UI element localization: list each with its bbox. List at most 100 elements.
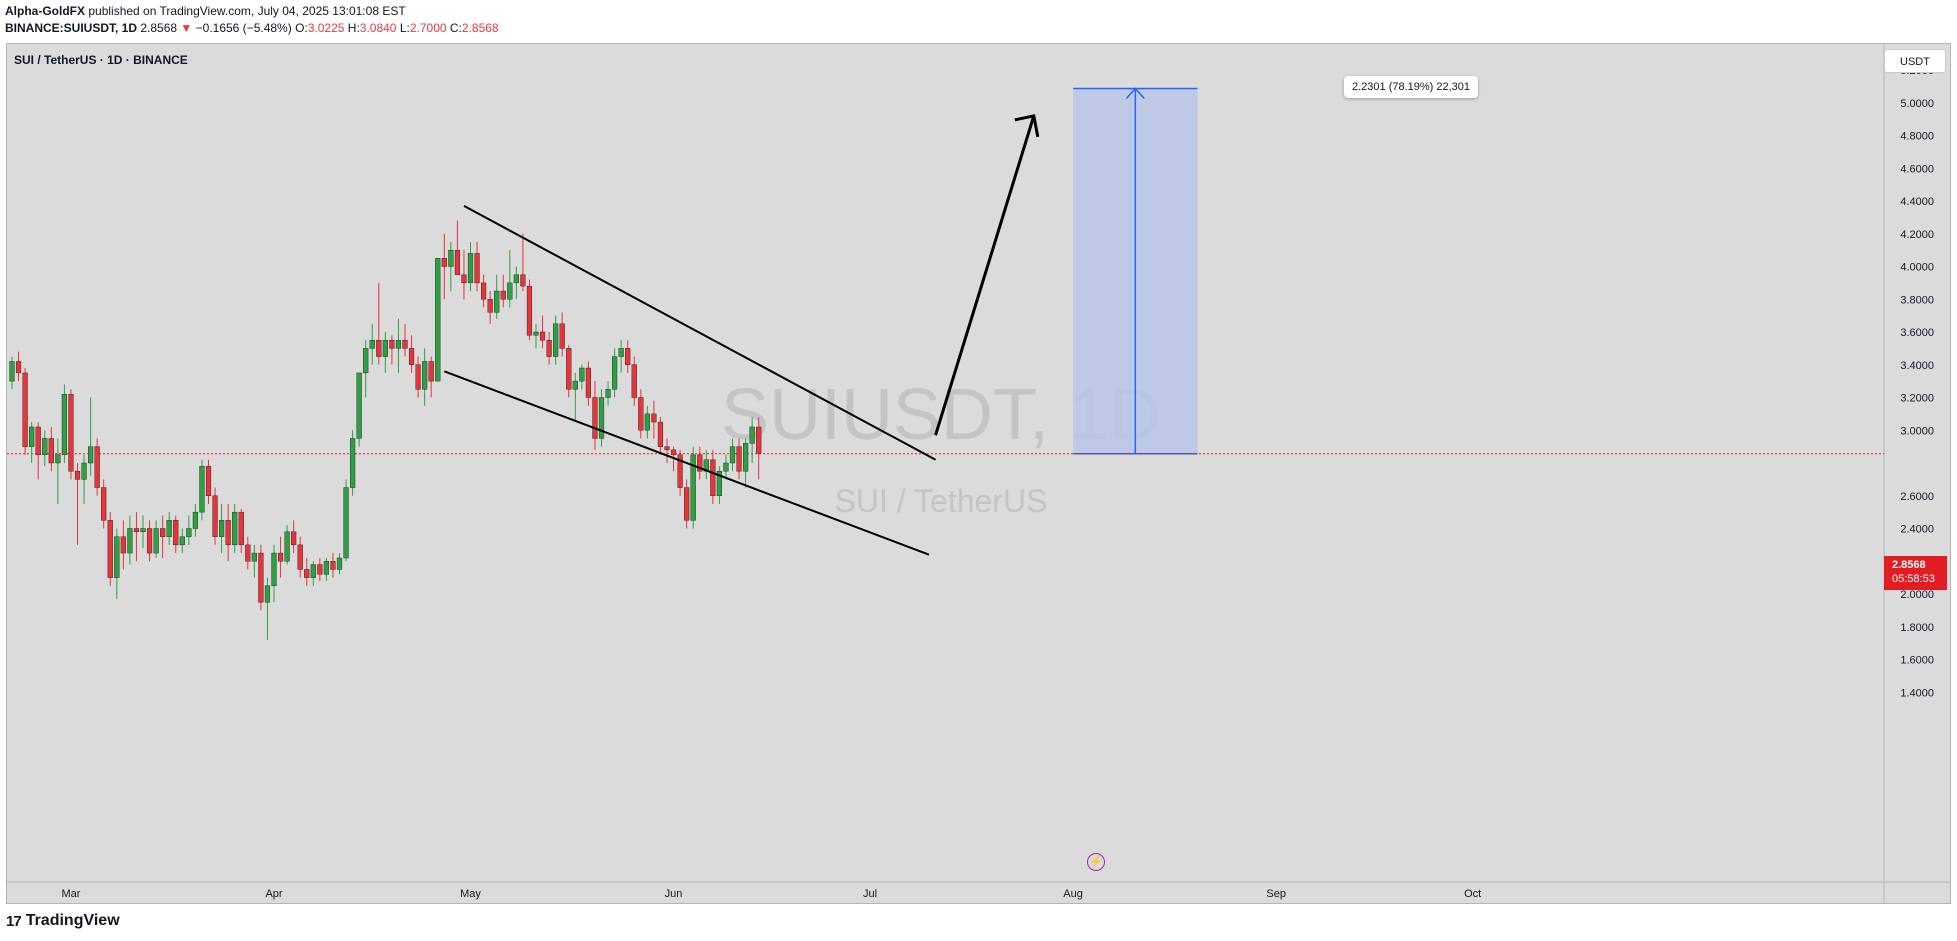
candle-body (179, 536, 185, 546)
candle-body (356, 372, 362, 439)
y-tick-label: 3.6000 (1900, 327, 1934, 339)
candle-body (625, 348, 631, 365)
candle-body (592, 397, 598, 439)
candle-body (605, 389, 611, 398)
down-arrow-icon: ▼ (180, 21, 193, 35)
bar-countdown: 05:58:53 (1892, 573, 1935, 585)
chart-title: SUI / TetherUS · 1D · BINANCE (14, 53, 188, 67)
x-tick-label: Jun (665, 888, 683, 900)
chart-frame[interactable]: SUIUSDT, 1DSUI / TetherUS5.20005.00004.8… (6, 43, 1951, 904)
candle-body (743, 443, 749, 472)
symbol-header: BINANCE:SUIUSDT, 1D 2.8568 ▼ −0.1656 (−5… (5, 21, 499, 35)
candle-body (48, 438, 54, 464)
candle-body (507, 282, 513, 300)
candle-body (350, 438, 356, 488)
candle-body (513, 274, 519, 284)
x-tick-label: Apr (265, 888, 282, 900)
candle-body (160, 528, 166, 537)
candle-body (310, 564, 316, 578)
candle-body (186, 528, 192, 537)
y-tick-label: 4.0000 (1900, 262, 1934, 274)
x-tick-label: Jul (863, 888, 877, 900)
y-tick-label: 1.8000 (1900, 622, 1934, 634)
candle-body (218, 520, 225, 537)
candle-body (618, 348, 624, 357)
last-price: 2.8568 (140, 21, 178, 35)
candle-body (212, 495, 218, 537)
y-tick-label: 3.8000 (1900, 294, 1934, 306)
low-value: 2.7000 (409, 21, 447, 35)
candle-body (657, 421, 664, 447)
candle-body (140, 528, 146, 532)
candle-body (644, 413, 650, 431)
candle-body (251, 552, 257, 562)
candle-body (749, 426, 755, 444)
currency-selector[interactable]: USDT (1884, 49, 1946, 73)
y-tick-label: 1.6000 (1900, 655, 1934, 667)
candle-body (55, 454, 61, 464)
y-tick-label: 2.6000 (1900, 491, 1934, 503)
candle-body (553, 323, 559, 357)
candle-body (153, 528, 159, 554)
symbol-label: BINANCE:SUIUSDT, 1D (5, 21, 138, 35)
upper-trendline (463, 205, 937, 461)
candle-body (716, 470, 723, 496)
x-tick-label: May (460, 888, 481, 900)
candle-body (61, 394, 68, 456)
candle-body (481, 282, 487, 300)
x-tick-label: Oct (1464, 888, 1481, 900)
candle-body (638, 397, 644, 431)
candle-body (376, 339, 382, 357)
candle-body (408, 348, 415, 365)
y-tick-label: 3.2000 (1900, 393, 1934, 405)
open-label: O: (295, 21, 308, 35)
y-tick-label: 5.0000 (1900, 98, 1934, 110)
candle-body (729, 446, 736, 464)
candle-body (146, 528, 153, 554)
lightning-icon[interactable]: ⚡ (1087, 853, 1105, 871)
candle-body (382, 339, 388, 357)
candle-body (133, 528, 140, 532)
candle-body (120, 536, 126, 554)
candle-body (258, 552, 264, 603)
candle-body (35, 426, 41, 456)
candle-body (710, 459, 716, 496)
candle-body (264, 585, 271, 603)
candle-body (526, 285, 533, 336)
candle-body (291, 531, 297, 546)
candle-body (422, 361, 428, 390)
chart-canvas[interactable]: SUIUSDT, 1DSUI / TetherUS5.20005.00004.8… (7, 44, 1951, 904)
close-label: C: (449, 21, 462, 35)
candle-body (271, 552, 277, 587)
candle-body (539, 331, 546, 341)
lower-trendline (443, 370, 930, 556)
candle-body (277, 552, 284, 562)
candle-body (487, 299, 493, 313)
candle-body (572, 380, 578, 390)
candle-body (435, 258, 441, 382)
tradingview-wordmark: TradingView (25, 912, 120, 929)
candle-body (494, 290, 500, 313)
low-label: L: (399, 21, 410, 35)
candle-body (474, 253, 480, 284)
candle-body (467, 253, 474, 284)
candle-body (566, 348, 572, 390)
measure-label[interactable]: 2.2301 (78.19%) 22,301 (1344, 76, 1479, 98)
candle-body (87, 446, 94, 464)
target-band-arrowhead (1125, 87, 1145, 100)
candle-body (389, 339, 395, 349)
y-tick-label: 4.6000 (1900, 163, 1934, 175)
candle-body (395, 339, 402, 349)
y-tick-label: 3.0000 (1900, 425, 1934, 437)
candle-body (697, 454, 703, 472)
author-name[interactable]: Alpha-GoldFX (5, 4, 85, 18)
candle-body (22, 372, 28, 447)
candle-body (9, 361, 15, 382)
watermark-name: SUI / TetherUS (835, 483, 1048, 519)
candle-body (520, 274, 526, 287)
candle-body (579, 367, 585, 382)
candle-body (336, 557, 343, 570)
candle-body (317, 564, 323, 575)
candle-body (199, 466, 205, 513)
candle-body (723, 462, 729, 472)
